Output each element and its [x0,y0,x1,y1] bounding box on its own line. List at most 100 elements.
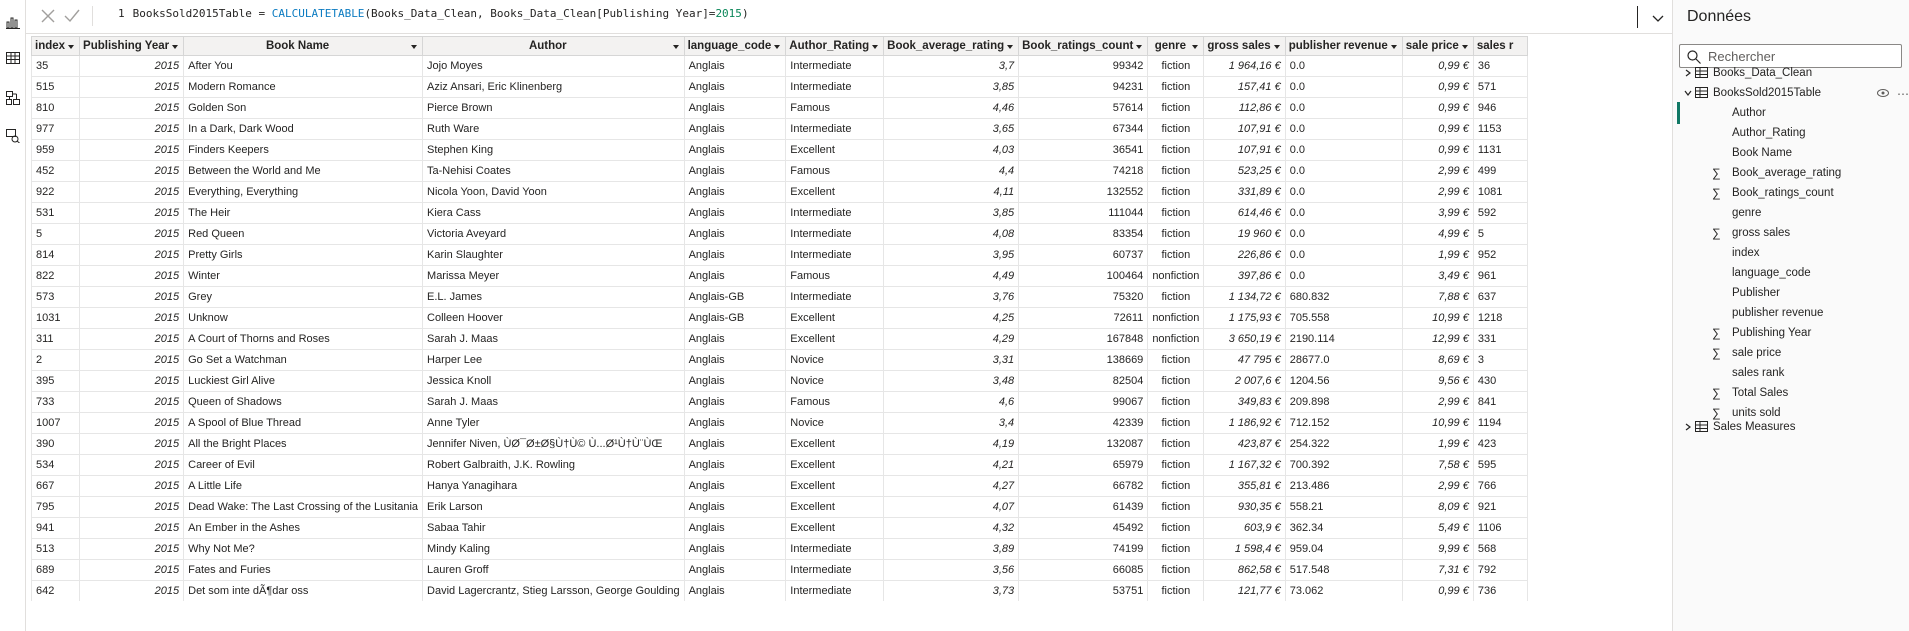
table-cell[interactable]: 423 [1472,433,1529,455]
table-cell[interactable]: Anglais [683,349,787,371]
table-cell[interactable]: Jennifer Niven, ÙØ¯Ø±Ø§Ù†Ù© Ù...Ø¹Ù†Ù¨ÙŒ [422,433,685,455]
table-cell[interactable]: Intermediate [785,244,885,266]
table-cell[interactable]: 423,87 € [1203,433,1286,455]
column-header[interactable]: index [31,36,81,56]
table-cell[interactable]: 107,91 € [1203,139,1286,161]
table-cell[interactable]: Anglais [683,244,787,266]
table-cell[interactable]: Intermediate [785,559,885,581]
table-cell[interactable]: 2015 [79,349,185,371]
table-cell[interactable]: All the Bright Places [183,433,424,455]
table-cell[interactable]: 0.0 [1284,265,1403,287]
table-cell[interactable]: 952 [1472,244,1529,266]
table-cell[interactable]: 3,85 [883,202,1020,224]
table-cell[interactable]: 5 [31,223,81,245]
table-cell[interactable]: Dead Wake: The Last Crossing of the Lusi… [183,496,424,518]
table-cell[interactable]: 157,41 € [1203,76,1286,98]
table-cell[interactable]: 961 [1472,265,1529,287]
table-cell[interactable]: 9,99 € [1401,538,1474,560]
table-cell[interactable]: Anglais [683,223,787,245]
table-cell[interactable]: Golden Son [183,97,424,119]
table-cell[interactable]: 12,99 € [1401,328,1474,350]
table-cell[interactable]: Kiera Cass [422,202,685,224]
table-cell[interactable]: 57614 [1018,97,1149,119]
table-cell[interactable]: 2015 [79,118,185,140]
table-cell[interactable]: 3 650,19 € [1203,328,1286,350]
column-header[interactable]: Book Name [183,36,424,56]
table-cell[interactable]: fiction [1147,118,1205,140]
table-cell[interactable]: 2015 [79,244,185,266]
table-cell[interactable]: Luckiest Girl Alive [183,370,424,392]
table-cell[interactable]: 3,73 [883,580,1020,601]
table-cell[interactable]: Excellent [785,139,885,161]
column-header[interactable]: language_code [683,36,787,56]
table-cell[interactable]: 941 [31,517,81,539]
table-cell[interactable]: 4,27 [883,475,1020,497]
table-cell[interactable]: fiction [1147,223,1205,245]
table-cell[interactable]: 736 [1472,580,1529,601]
table-cell[interactable]: 499 [1472,160,1529,182]
table-cell[interactable]: Anglais [683,475,787,497]
table-cell[interactable]: Novice [785,412,885,434]
model-view-icon[interactable] [3,88,23,108]
table-cell[interactable]: 4,07 [883,496,1020,518]
field-item[interactable]: index [1732,247,1760,259]
table-cell[interactable]: 637 [1472,286,1529,308]
table-cell[interactable]: 28677.0 [1284,349,1403,371]
table-cell[interactable]: Finders Keepers [183,139,424,161]
table-cell[interactable]: 946 [1472,97,1529,119]
table-cell[interactable]: Novice [785,349,885,371]
table-cell[interactable]: 2 007,6 € [1203,370,1286,392]
table-cell[interactable]: Intermediate [785,76,885,98]
table-node[interactable]: Books_Data_Clean [1681,62,1901,84]
table-cell[interactable]: 766 [1472,475,1529,497]
table-cell[interactable]: 3,56 [883,559,1020,581]
table-cell[interactable]: 4,03 [883,139,1020,161]
table-cell[interactable]: Anglais-GB [683,286,787,308]
table-cell[interactable]: Anglais [683,412,787,434]
table-cell[interactable]: Career of Evil [183,454,424,476]
column-dropdown-icon[interactable] [170,42,181,51]
table-cell[interactable]: fiction [1147,496,1205,518]
table-cell[interactable]: 2015 [79,580,185,601]
table-cell[interactable]: Everything, Everything [183,181,424,203]
table-cell[interactable]: 689 [31,559,81,581]
table-cell[interactable]: Robert Galbraith, J.K. Rowling [422,454,685,476]
table-cell[interactable]: Anglais [683,517,787,539]
table-cell[interactable]: Anglais [683,160,787,182]
table-cell[interactable]: Winter [183,265,424,287]
chevron-right-icon[interactable] [1681,420,1695,434]
table-cell[interactable]: 72611 [1018,307,1149,329]
table-cell[interactable]: Intermediate [785,118,885,140]
column-header[interactable]: genre [1147,36,1205,56]
table-cell[interactable]: fiction [1147,76,1205,98]
table-cell[interactable]: Excellent [785,496,885,518]
table-cell[interactable]: 977 [31,118,81,140]
table-cell[interactable]: Victoria Aveyard [422,223,685,245]
table-cell[interactable]: 45492 [1018,517,1149,539]
table-cell[interactable]: fiction [1147,55,1205,77]
table-cell[interactable]: 138669 [1018,349,1149,371]
table-cell[interactable]: 362.34 [1284,517,1403,539]
table-cell[interactable]: 36541 [1018,139,1149,161]
table-cell[interactable]: 65979 [1018,454,1149,476]
table-cell[interactable]: 74218 [1018,160,1149,182]
table-cell[interactable]: After You [183,55,424,77]
table-cell[interactable]: Harper Lee [422,349,685,371]
table-cell[interactable]: 2015 [79,97,185,119]
table-cell[interactable]: 4,49 [883,265,1020,287]
table-cell[interactable]: Sarah J. Maas [422,391,685,413]
table-cell[interactable]: Anglais-GB [683,307,787,329]
table-cell[interactable]: 355,81 € [1203,475,1286,497]
table-cell[interactable]: Ruth Ware [422,118,685,140]
table-cell[interactable]: 2015 [79,55,185,77]
table-cell[interactable]: Excellent [785,454,885,476]
table-cell[interactable]: 822 [31,265,81,287]
table-cell[interactable]: Karin Slaughter [422,244,685,266]
table-cell[interactable]: Modern Romance [183,76,424,98]
table-cell[interactable]: 2015 [79,160,185,182]
table-cell[interactable]: 4,4 [883,160,1020,182]
column-header[interactable]: Publishing Year [79,36,185,56]
table-cell[interactable]: 1 175,93 € [1203,307,1286,329]
field-item[interactable]: units sold [1732,407,1781,419]
table-cell[interactable]: 167848 [1018,328,1149,350]
